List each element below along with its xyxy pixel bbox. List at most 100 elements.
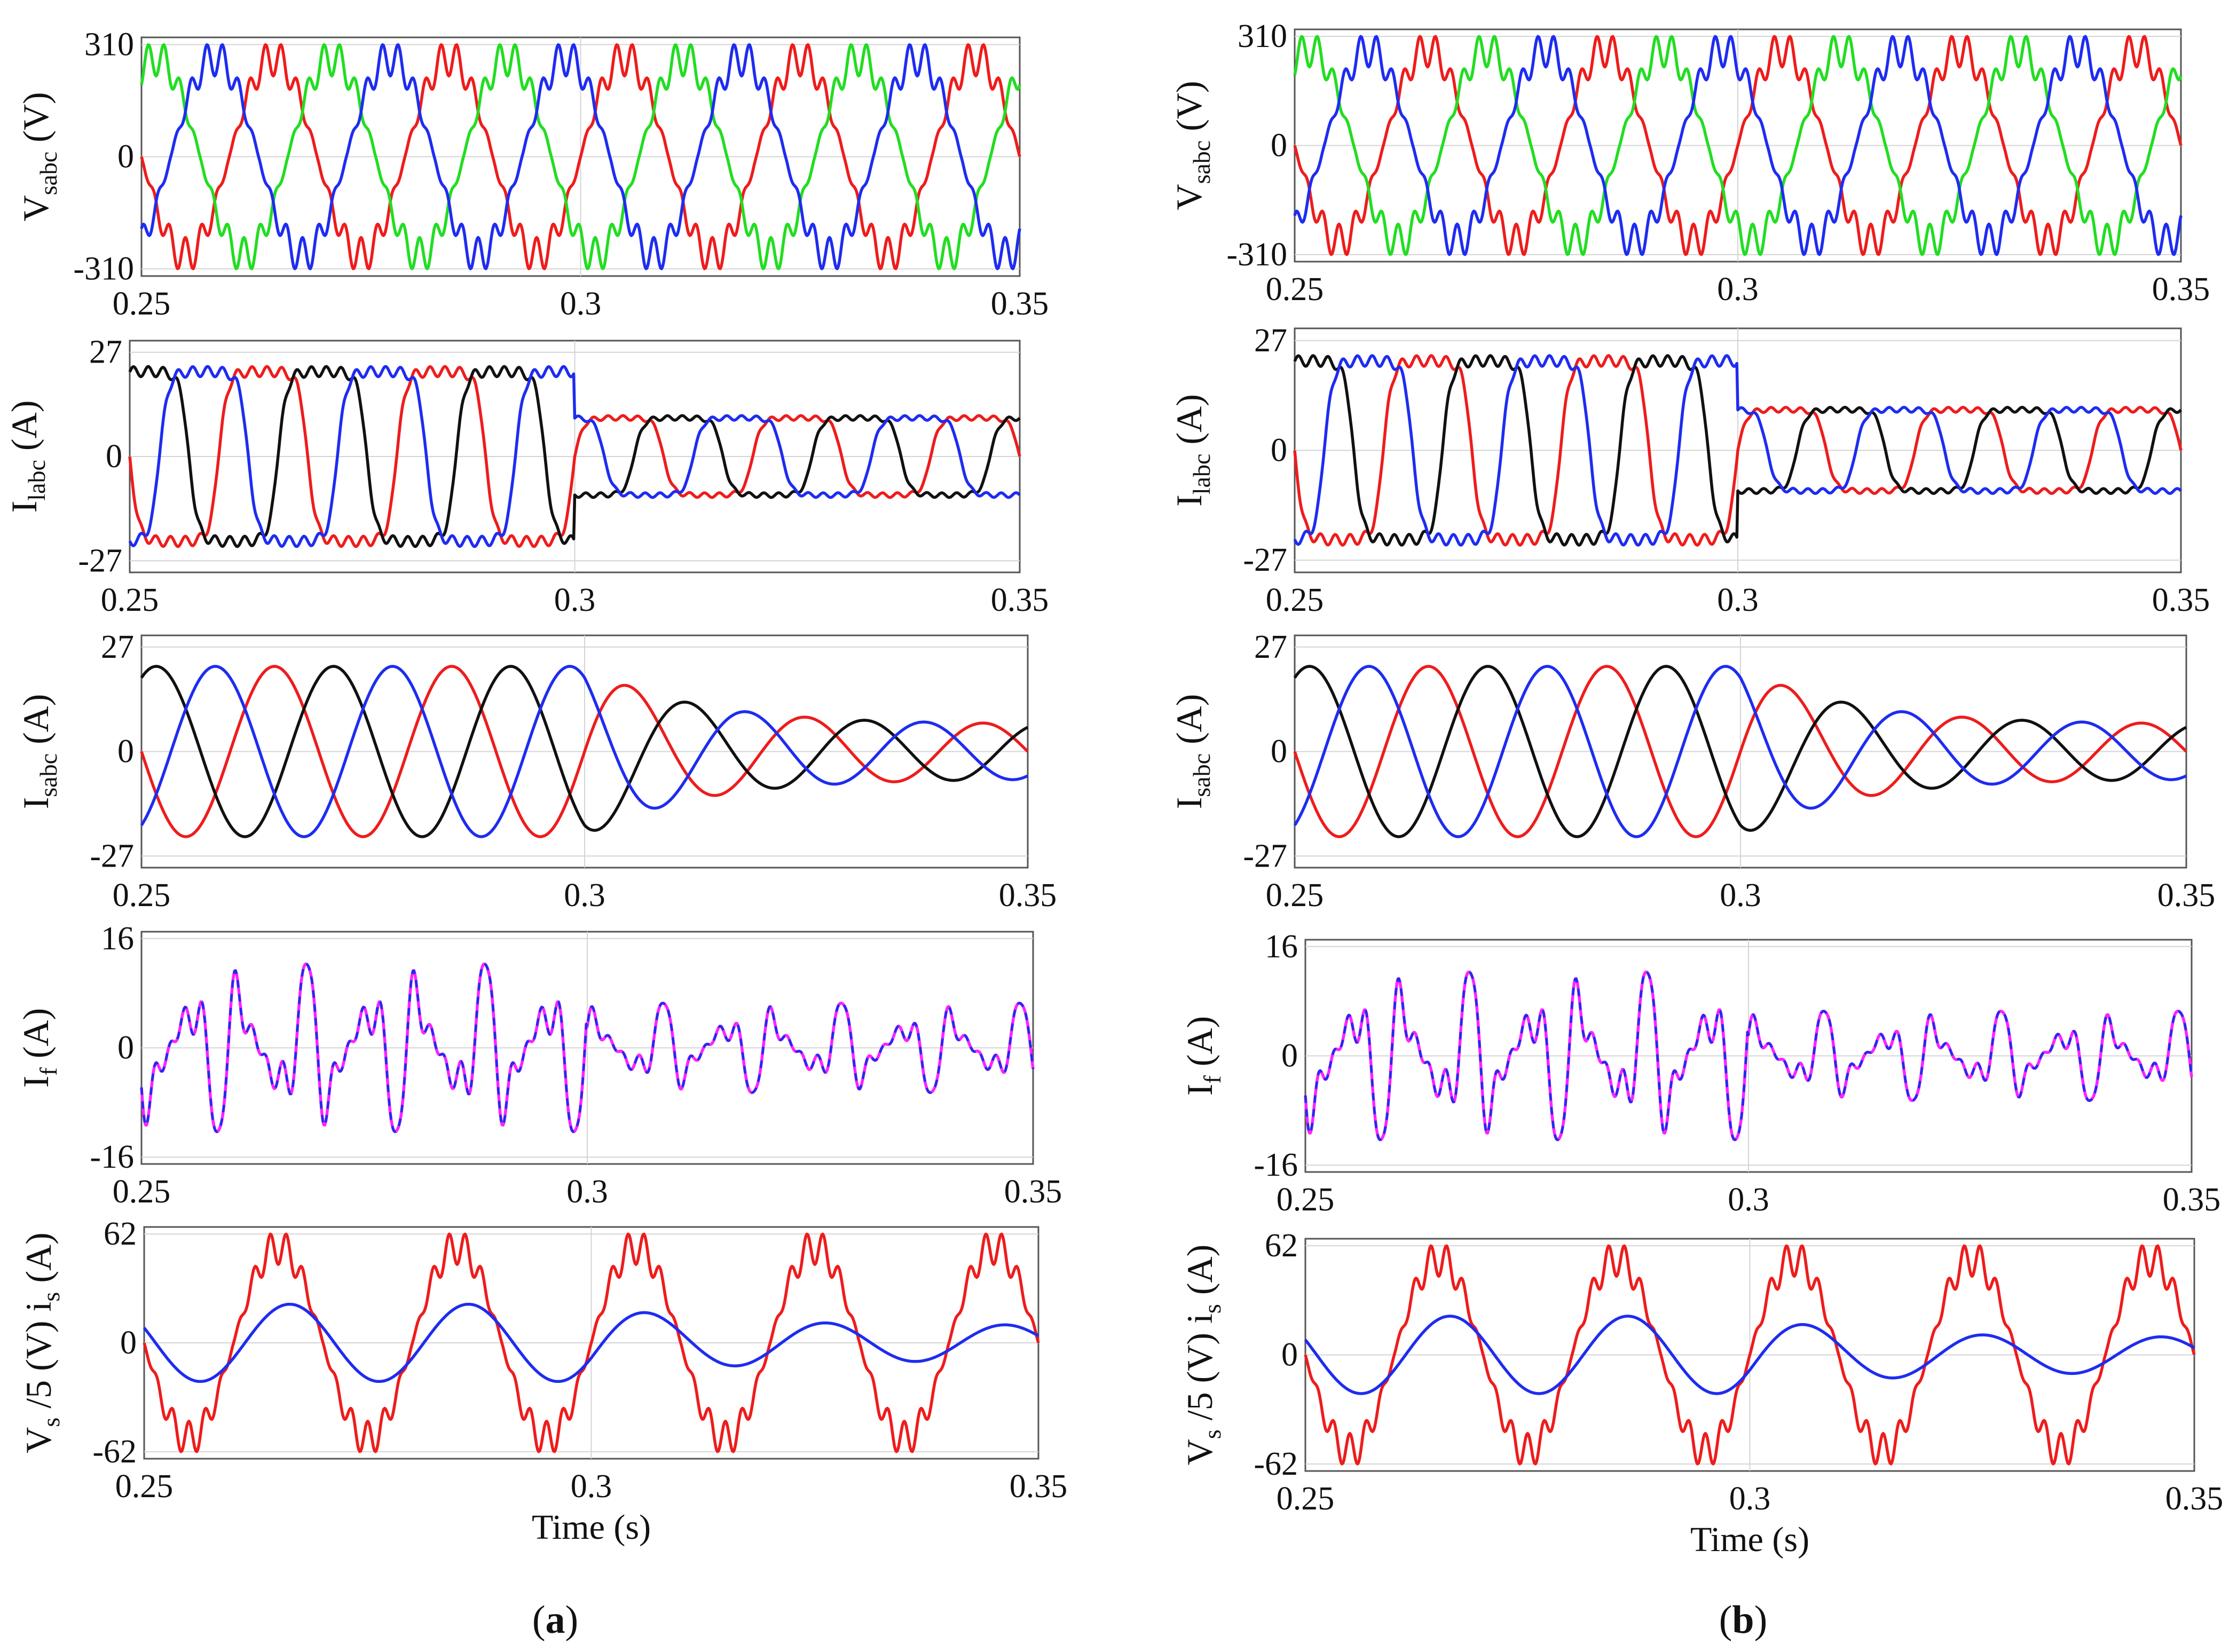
series-line-Vsb — [1293, 35, 2183, 256]
y-tick-label: 0 — [1281, 1337, 1298, 1373]
y-tick-label: 0 — [120, 1325, 137, 1361]
x-tick-label: 0.3 — [1728, 1182, 1769, 1218]
x-tick-label: 0.35 — [991, 286, 1049, 322]
series-line-Isc — [140, 665, 1029, 838]
x-tick-label: 0.25 — [113, 1174, 171, 1210]
y-tick-label: -62 — [1254, 1446, 1298, 1482]
y-tick-label: -310 — [73, 250, 134, 287]
x-tick-label: 0.3 — [571, 1468, 612, 1505]
series-line-Vsa — [1293, 35, 2183, 256]
series-line-Isb — [1293, 665, 2187, 838]
y-tick-label: 310 — [1238, 18, 1287, 54]
caption-a: (a) — [532, 1598, 578, 1642]
y-tick-label: -310 — [1226, 237, 1287, 273]
series-line-Isc — [1293, 665, 2187, 838]
y-tick-label: 0 — [117, 734, 134, 770]
x-tick-label: 0.35 — [1004, 1174, 1062, 1210]
panel-b-if: 16 0 -160.25 0.3 0.35 If (A) — [1179, 929, 2220, 1218]
x-tick-label: 0.3 — [554, 582, 596, 618]
x-tick-label: 0.25 — [1277, 1182, 1335, 1218]
y-tick-label: 16 — [1265, 929, 1298, 965]
y-tick-label: 27 — [89, 334, 122, 371]
y-tick-label: 0 — [1271, 432, 1287, 469]
y-tick-label: -27 — [1243, 838, 1287, 874]
series-line-vs-5 — [143, 1232, 1040, 1453]
series-line-ILa — [1293, 354, 2183, 547]
y-tick-label: -62 — [92, 1434, 137, 1470]
y-tick-label: 62 — [104, 1216, 137, 1252]
x-tick-label: 0.35 — [2163, 1182, 2221, 1218]
y-tick-label: -16 — [90, 1139, 134, 1175]
y-tick-label: 0 — [117, 1030, 134, 1066]
series-line-ILa — [128, 365, 1021, 548]
caption-b: (b) — [1719, 1598, 1767, 1642]
y-axis-label: If (A) — [1179, 1016, 1226, 1096]
y-tick-label: 310 — [84, 27, 134, 63]
y-axis-label: Ilabc (A) — [4, 400, 50, 513]
x-tick-label: 0.3 — [1729, 1481, 1771, 1517]
y-tick-label: 62 — [1265, 1228, 1298, 1264]
panel-b-ilabc: 27 0 -27 0.25 0.3 0.35 Ilabc (A) — [1169, 322, 2210, 618]
series-line-ILb — [128, 365, 1021, 548]
y-axis-label: Isabc (A) — [15, 694, 62, 809]
series-line-is — [1304, 1315, 2195, 1395]
series-line-ILb — [1293, 354, 2182, 547]
panel-a-vsis: 62 0 -620.25 0.3 0.35 Time (s) Vs /5 (V) is (A… — [18, 1216, 1067, 1547]
series-line-Vsc — [1293, 35, 2183, 256]
y-axis-label: Vsabc (V) — [1169, 81, 1215, 210]
panel-b-isabc: 27 0 -270.25 0.3 0.35 Isabc (A) — [1169, 629, 2215, 914]
y-axis-label: Vs /5 (V) is (A) — [18, 1232, 65, 1453]
series-line-Vsa — [140, 43, 1021, 271]
panel-b-vsis: 62 0 -620.25 0.3 0.35 Time (s) Vs /5 (V) is (A… — [1179, 1228, 2223, 1559]
x-tick-label: 0.3 — [560, 286, 602, 322]
series-line-Isa — [140, 665, 1029, 838]
series-line-If-ref — [1304, 971, 2193, 1141]
series-line-Isa — [1293, 665, 2187, 838]
x-tick-label: 0.25 — [101, 582, 159, 618]
series-line-is — [143, 1302, 1039, 1383]
x-tick-label: 0.35 — [991, 582, 1049, 618]
x-tick-label: 0.25 — [1266, 582, 1324, 618]
y-tick-label: -16 — [1254, 1147, 1298, 1183]
y-tick-label: 0 — [117, 139, 134, 175]
y-tick-label: 0 — [1271, 128, 1287, 164]
y-tick-label: -27 — [1243, 542, 1287, 578]
y-tick-label: 0 — [106, 438, 122, 475]
x-tick-label: 0.25 — [113, 877, 171, 914]
y-tick-label: 0 — [1281, 1038, 1298, 1074]
y-tick-label: 27 — [1254, 322, 1287, 359]
x-tick-label: 0.35 — [2165, 1481, 2224, 1517]
y-axis-label: Isabc (A) — [1169, 694, 1215, 809]
series-line-ILc — [128, 365, 1021, 548]
series-line-Vsb — [140, 43, 1021, 271]
x-tick-label: 0.35 — [2157, 877, 2216, 914]
y-tick-label: 27 — [1254, 629, 1287, 665]
y-tick-label: -27 — [90, 838, 134, 874]
x-tick-label: 0.35 — [1010, 1468, 1068, 1505]
series-line-vs-5 — [1304, 1244, 2196, 1466]
y-axis-label: If (A) — [15, 1008, 62, 1088]
x-axis-label: Time (s) — [1690, 1520, 1809, 1559]
x-tick-label: 0.3 — [1720, 877, 1761, 914]
x-tick-label: 0.35 — [2152, 271, 2210, 308]
y-axis-label: Ilabc (A) — [1169, 394, 1215, 507]
x-tick-label: 0.25 — [113, 286, 171, 322]
y-tick-label: 0 — [1271, 734, 1287, 770]
y-axis-label: Vsabc (V) — [15, 92, 62, 221]
y-tick-label: -27 — [78, 542, 122, 579]
x-tick-label: 0.25 — [1266, 877, 1324, 914]
x-tick-label: 0.3 — [1717, 582, 1759, 618]
panel-a-ilabc: 27 0 -270.25 0.3 0.35 Ilabc (A) — [4, 334, 1049, 618]
series-line-Vsc — [140, 43, 1021, 271]
series-line-ILc — [1293, 354, 2182, 547]
y-tick-label: 27 — [101, 629, 134, 665]
x-tick-label: 0.35 — [999, 877, 1057, 914]
x-tick-label: 0.25 — [1266, 271, 1324, 308]
x-tick-label: 0.25 — [1277, 1481, 1335, 1517]
series-line-If-ref — [140, 963, 1035, 1133]
x-axis-label: Time (s) — [532, 1508, 651, 1547]
